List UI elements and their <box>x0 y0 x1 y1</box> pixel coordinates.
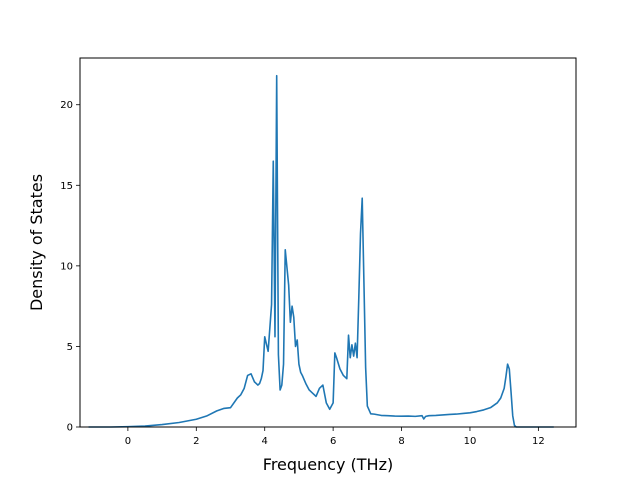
x-tick-label: 2 <box>193 436 199 447</box>
y-tick-label: 20 <box>60 100 73 111</box>
x-tick-label: 6 <box>330 436 336 447</box>
x-tick-label: 12 <box>532 436 545 447</box>
y-tick-label: 5 <box>67 342 73 353</box>
chart-marks <box>88 74 554 428</box>
plot-background <box>80 58 576 427</box>
y-tick-label: 10 <box>60 261 73 272</box>
plot-frame <box>79 57 577 428</box>
x-tick-label: 4 <box>262 436 268 447</box>
y-axis-ticks: 0 5 10 15 20 <box>60 100 80 434</box>
y-axis-label: Density of States <box>27 174 46 311</box>
x-tick-label: 0 <box>125 436 131 447</box>
y-tick-label: 15 <box>60 181 73 192</box>
x-tick-label: 10 <box>464 436 477 447</box>
y-tick-label: 0 <box>67 423 73 434</box>
x-tick-label: 8 <box>398 436 404 447</box>
dos-series-line <box>88 74 554 428</box>
x-axis-label: Frequency (THz) <box>263 455 393 474</box>
x-axis-ticks: 0 2 4 6 8 10 12 <box>125 427 545 447</box>
